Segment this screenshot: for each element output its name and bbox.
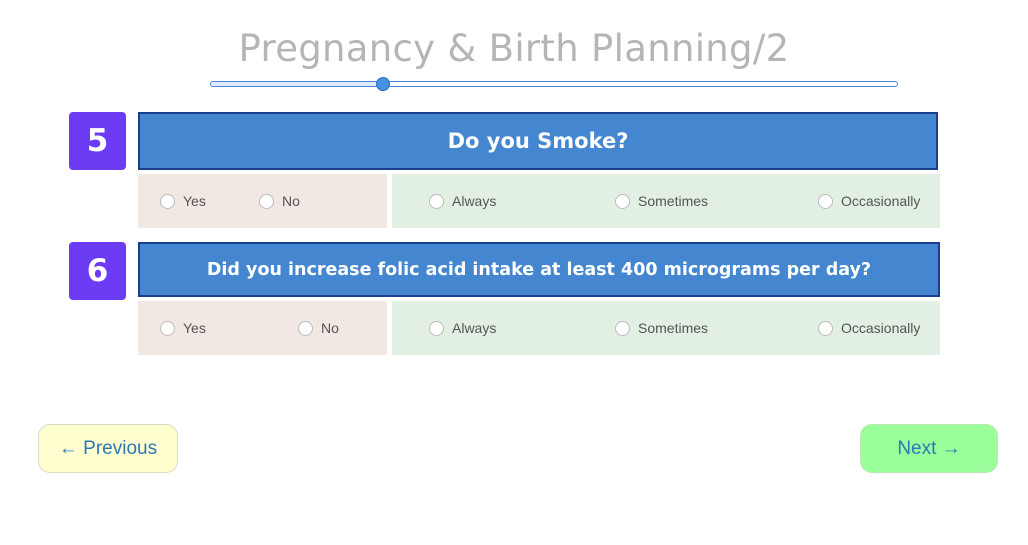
radio-button[interactable]: [259, 193, 274, 209]
radio-button[interactable]: [615, 320, 630, 336]
next-button[interactable]: Next →: [860, 424, 998, 473]
question-6-occasionally-option[interactable]: Occasionally: [818, 320, 920, 336]
question-5-frequency-panel: Always Sometimes Occasionally: [392, 174, 940, 228]
option-label: Occasionally: [841, 320, 921, 336]
question-6-header: Did you increase folic acid intake at le…: [138, 242, 940, 297]
question-6-number: 6: [69, 242, 126, 300]
option-label: Occasionally: [841, 193, 921, 209]
option-label: No: [282, 193, 300, 209]
radio-button[interactable]: [160, 320, 175, 336]
question-5-no-option[interactable]: No: [259, 193, 300, 209]
question-6-yes-no-panel: Yes No: [138, 301, 387, 355]
option-label: Yes: [183, 193, 206, 209]
question-5-header: Do you Smoke?: [138, 112, 938, 170]
progress-fill: [211, 82, 383, 86]
option-label: Sometimes: [638, 320, 709, 336]
question-6-sometimes-option[interactable]: Sometimes: [615, 320, 708, 336]
question-5-sometimes-option[interactable]: Sometimes: [615, 193, 708, 209]
radio-button[interactable]: [429, 193, 444, 209]
option-label: Sometimes: [638, 193, 709, 209]
question-6-frequency-panel: Always Sometimes Occasionally: [392, 301, 940, 355]
question-5-occasionally-option[interactable]: Occasionally: [818, 193, 920, 209]
question-5-yes-no-panel: Yes No: [138, 174, 387, 228]
option-label: Always: [452, 320, 497, 336]
progress-slider[interactable]: [210, 77, 898, 91]
question-5-yes-option[interactable]: Yes: [160, 193, 206, 209]
radio-button[interactable]: [429, 320, 444, 336]
radio-button[interactable]: [615, 193, 630, 209]
page-title: Pregnancy & Birth Planning/2: [238, 27, 790, 70]
previous-button[interactable]: ← Previous: [38, 424, 178, 473]
radio-button[interactable]: [298, 320, 313, 336]
radio-button[interactable]: [160, 193, 175, 209]
question-6-yes-option[interactable]: Yes: [160, 320, 206, 336]
option-label: Yes: [183, 320, 206, 336]
radio-button[interactable]: [818, 193, 833, 209]
progress-thumb[interactable]: [375, 77, 390, 91]
question-6-no-option[interactable]: No: [298, 320, 339, 336]
radio-button[interactable]: [818, 320, 833, 336]
option-label: Always: [452, 193, 497, 209]
option-label: No: [321, 320, 339, 336]
question-6-always-option[interactable]: Always: [429, 320, 496, 336]
question-5-always-option[interactable]: Always: [429, 193, 496, 209]
question-5-number: 5: [69, 112, 126, 170]
